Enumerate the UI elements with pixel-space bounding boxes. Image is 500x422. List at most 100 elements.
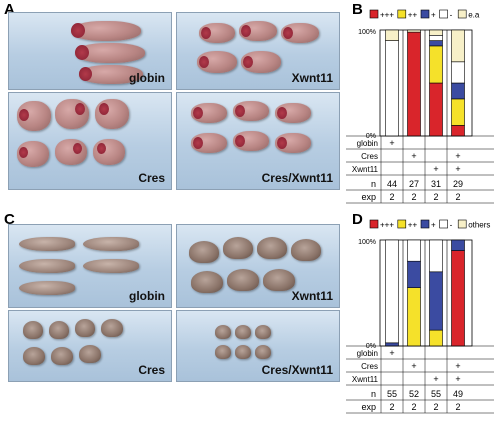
row-mark: + [455, 361, 460, 371]
exp-value: 2 [455, 402, 460, 412]
n-value: 44 [387, 179, 397, 189]
bar-segment [451, 82, 465, 100]
row-mark: + [389, 348, 394, 358]
embryo [79, 65, 143, 84]
photo-a-globin: globin [8, 12, 172, 90]
legend-swatch [457, 9, 467, 19]
n-value: 55 [431, 389, 441, 399]
curled-tadpole [23, 321, 43, 339]
bar-segment [385, 29, 399, 41]
bar-segment [451, 61, 465, 84]
bar-segment [407, 287, 421, 347]
curled-tadpole [191, 271, 223, 293]
curled-tadpole [255, 325, 271, 339]
embryo [93, 139, 125, 165]
embryo [199, 23, 235, 43]
n-label: n [371, 179, 376, 189]
y-tick-label: 0% [366, 343, 376, 350]
bar-segment [451, 250, 465, 347]
row-label: Xwnt11 [352, 375, 379, 384]
photo-a-cres: Cres [8, 92, 172, 190]
row-mark: + [455, 151, 460, 161]
row-mark: + [455, 164, 460, 174]
photo-label: Cres/Xwnt11 [261, 363, 333, 377]
embryo [239, 21, 277, 41]
legend-label: others [468, 221, 490, 230]
bar-segment [451, 29, 465, 63]
bar-segment [451, 125, 465, 137]
photo-c-cres: Cres [8, 310, 172, 382]
embryo [71, 21, 141, 41]
embryo [95, 99, 129, 129]
n-value: 52 [409, 389, 419, 399]
legend-swatch [420, 9, 430, 19]
tadpole [19, 237, 75, 251]
photo-c-cres-xwnt11: Cres/Xwnt11 [176, 310, 340, 382]
n-value: 27 [409, 179, 419, 189]
curled-tadpole [51, 347, 73, 365]
embryo [281, 23, 319, 43]
embryo [241, 51, 281, 73]
bar-segment [429, 271, 443, 331]
row-mark: + [433, 164, 438, 174]
panel-d-letter: D [352, 211, 363, 228]
row-label: Xwnt11 [352, 165, 379, 174]
y-tick-label: 0% [366, 133, 376, 140]
photo-label: Cres [138, 171, 165, 185]
exp-value: 2 [389, 402, 394, 412]
bar-segment [429, 82, 443, 137]
legend-swatch [439, 9, 448, 19]
bar-segment [429, 239, 443, 273]
legend-label: +++ [380, 221, 394, 230]
n-label: n [371, 389, 376, 399]
exp-value: 2 [433, 192, 438, 202]
curled-tadpole [75, 319, 95, 337]
panel-b-letter: B [352, 1, 363, 18]
embryo [191, 103, 227, 123]
curled-tadpole [255, 345, 271, 359]
curled-tadpole [291, 239, 321, 261]
n-value: 29 [453, 179, 463, 189]
bar-segment [429, 29, 443, 36]
row-mark: + [433, 374, 438, 384]
photo-a-xwnt11: Xwnt11 [176, 12, 340, 90]
exp-value: 2 [389, 192, 394, 202]
embryo [75, 43, 145, 63]
bar-segment [429, 329, 443, 347]
curled-tadpole [23, 347, 45, 365]
tadpole [19, 259, 75, 273]
photo-label: globin [129, 289, 165, 303]
y-tick-label: 100% [358, 239, 376, 246]
curled-tadpole [189, 241, 219, 263]
legend-swatch [420, 219, 430, 229]
row-label: Cres [361, 362, 378, 371]
curled-tadpole [223, 237, 253, 259]
legend-label: ++ [408, 11, 418, 20]
row-mark: + [389, 138, 394, 148]
legend-label: +++ [380, 11, 394, 20]
exp-value: 2 [455, 192, 460, 202]
embryo [233, 101, 269, 121]
bar-segment [451, 98, 465, 126]
n-value: 49 [453, 389, 463, 399]
curled-tadpole [215, 345, 231, 359]
bar-segment [407, 260, 421, 289]
legend-swatch [397, 9, 407, 19]
curled-tadpole [257, 237, 287, 259]
exp-value: 2 [433, 402, 438, 412]
exp-label: exp [361, 402, 376, 412]
row-mark: + [411, 151, 416, 161]
photo-label: Xwnt11 [291, 71, 333, 85]
curled-tadpole [227, 269, 259, 291]
curled-tadpole [101, 319, 123, 337]
curled-tadpole [235, 345, 251, 359]
legend-swatch [457, 219, 467, 229]
legend-label: + [431, 221, 436, 230]
row-label: globin [357, 349, 378, 358]
exp-value: 2 [411, 402, 416, 412]
bar-segment [407, 29, 421, 33]
exp-value: 2 [411, 192, 416, 202]
bar-segment [407, 31, 421, 137]
